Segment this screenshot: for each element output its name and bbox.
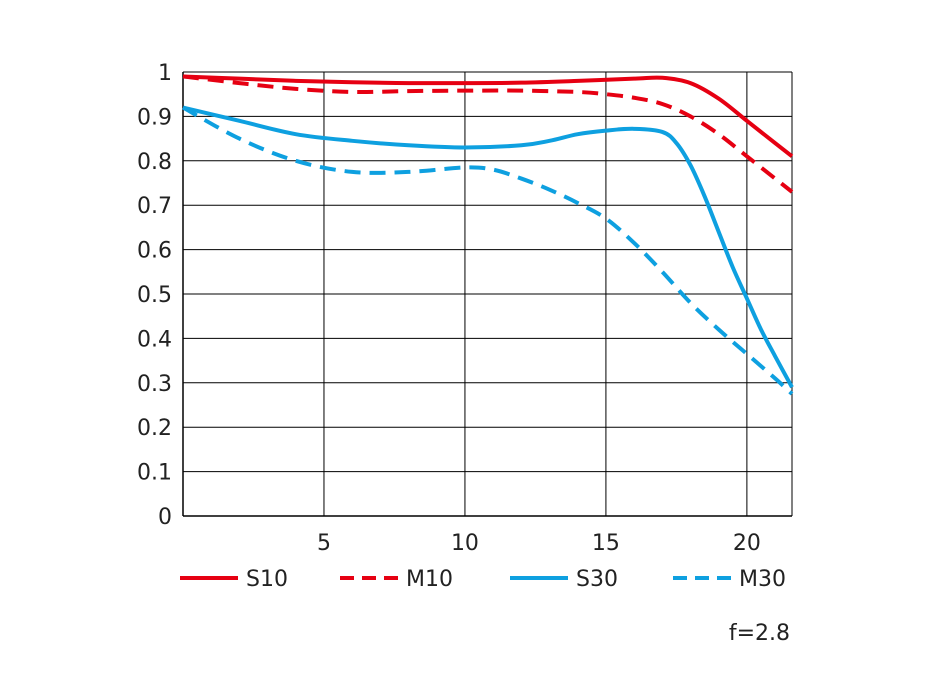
legend-label-s30: S30 (576, 567, 618, 592)
series-line-m30 (182, 105, 794, 396)
y-tick-label: 0.4 (137, 327, 172, 352)
aperture-note: f=2.8 (729, 621, 790, 646)
legend-label-s10: S10 (246, 567, 288, 592)
y-tick-label: 0.5 (137, 283, 172, 308)
y-tick-label: 0.2 (137, 416, 172, 441)
x-tick-label: 10 (451, 531, 479, 556)
y-tick-label: 0.9 (137, 105, 172, 130)
x-tick-labels: 5 10 15 20 (317, 531, 761, 556)
x-tick-label: 20 (733, 531, 761, 556)
y-tick-label: 0.7 (137, 194, 172, 219)
chart-grid (183, 71, 792, 516)
legend-label-m30: M30 (739, 567, 786, 592)
chart-series-lines (182, 74, 794, 396)
y-tick-label: 0.8 (137, 150, 172, 175)
chart-axes (182, 72, 793, 517)
y-tick-label: 0.3 (137, 372, 172, 397)
x-tick-label: 5 (317, 531, 331, 556)
y-tick-label: 0.6 (137, 239, 172, 264)
chart-legend: S10 M10 S30 M30 (180, 567, 786, 592)
x-tick-label: 15 (592, 531, 620, 556)
y-tick-label: 1 (158, 61, 172, 86)
y-tick-label: 0 (158, 505, 172, 530)
series-line-m10 (182, 74, 794, 194)
legend-label-m10: M10 (406, 567, 453, 592)
y-tick-label: 0.1 (137, 461, 172, 486)
series-line-s30 (182, 105, 794, 389)
y-tick-labels: 0 0.1 0.2 0.3 0.4 0.5 0.6 0.7 0.8 0.9 1 (137, 61, 172, 530)
series-line-s10 (182, 74, 794, 158)
